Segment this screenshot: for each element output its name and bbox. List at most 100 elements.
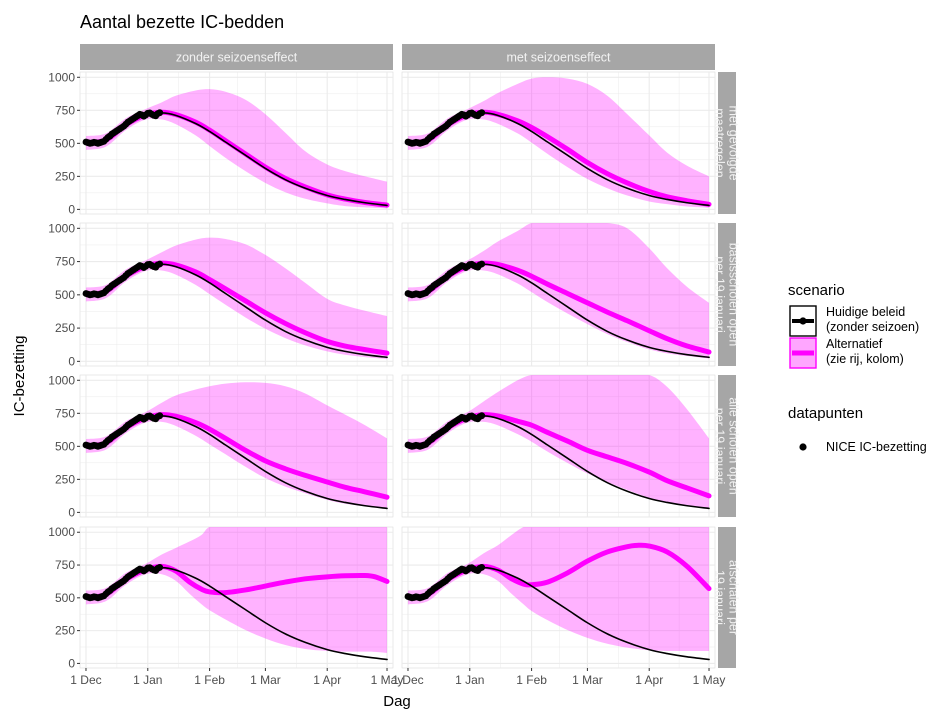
legend: scenario Huidige beleid (zonder seizoen) A… — [788, 282, 927, 454]
legend-label-alternative: (zie rij, kolom) — [826, 352, 904, 366]
y-tick-label: 750 — [55, 255, 75, 269]
y-tick-label: 0 — [68, 505, 75, 519]
panel-r0-c1 — [401, 71, 716, 215]
observed-point — [478, 563, 486, 571]
uncertainty-ribbon — [407, 527, 710, 651]
x-axis-title: Dag — [383, 693, 411, 710]
svg-text:met gevolgde: met gevolgde — [727, 105, 741, 180]
y-tick-label: 1000 — [48, 70, 75, 84]
y-tick-label: 0 — [68, 354, 75, 368]
panel-r3-c1: 1 Dec 1 Jan 1 Feb 1 Mar 1 Apr 1 May — [392, 526, 725, 687]
column-strip-1 — [402, 44, 715, 70]
y-tick-label: 250 — [55, 169, 75, 183]
legend-key-baseline — [789, 305, 817, 337]
y-tick-label: 0 — [68, 656, 75, 670]
y-tick-label: 500 — [55, 439, 75, 453]
observed-points — [404, 260, 486, 299]
panel-grid: zonder seizoenseffect met seizoenseffect m… — [48, 44, 741, 687]
observed-points — [82, 412, 164, 450]
legend-label-baseline: Huidige beleid — [826, 305, 905, 319]
observed-points — [82, 563, 164, 602]
x-tick-label: 1 Jan — [133, 673, 162, 687]
svg-text:maatregelen: maatregelen — [713, 108, 727, 178]
observed-point — [478, 260, 486, 268]
x-tick-label: 1 Apr — [635, 673, 663, 687]
gridlines — [80, 527, 393, 668]
panel-r0-c0: 0 250 500 750 1000 — [48, 70, 394, 216]
svg-text:per 19 januari: per 19 januari — [713, 408, 727, 484]
y-tick-label: 1000 — [48, 525, 75, 539]
svg-text:afschalen per: afschalen per — [727, 560, 741, 635]
y-tick-label: 750 — [55, 406, 75, 420]
svg-text:per 19 januari: per 19 januari — [713, 256, 727, 332]
y-tick-label: 750 — [55, 558, 75, 572]
observed-point — [156, 563, 164, 571]
observed-point — [156, 412, 164, 420]
x-tick-label: 1 Mar — [250, 673, 281, 687]
chart-title: Aantal bezette IC-bedden — [80, 12, 284, 32]
x-tick-label: 1 Dec — [392, 673, 423, 687]
y-tick-label: 250 — [55, 321, 75, 335]
x-tick-label: 1 Apr — [313, 673, 341, 687]
panel-r2-c0: 0 250 500 750 1000 — [48, 373, 394, 519]
svg-text:basisscholen open: basisscholen open — [727, 243, 741, 347]
legend-key-alternative — [789, 337, 817, 369]
gridlines — [402, 375, 715, 517]
y-tick-label: 250 — [55, 624, 75, 638]
panel-r3-c0: 0 250 500 750 1000 1 Dec 1 Jan 1 Feb 1 Mar 1 Apr 1… — [48, 525, 403, 687]
observed-points — [404, 563, 486, 602]
panel-r1-c1 — [401, 222, 716, 367]
legend-scenario-title: scenario — [788, 282, 845, 299]
y-tick-label: 500 — [55, 136, 75, 150]
legend-label-observed: NICE IC-bezetting — [826, 440, 927, 454]
y-tick-label: 750 — [55, 103, 75, 117]
gridlines — [80, 72, 393, 214]
legend-label-baseline: (zonder seizoen) — [826, 320, 919, 334]
y-tick-label: 1000 — [48, 221, 75, 235]
y-axis-title: IC-bezetting — [11, 336, 28, 417]
x-tick-label: 1 Mar — [572, 673, 603, 687]
y-tick-label: 500 — [55, 591, 75, 605]
row-strip-3 — [718, 527, 736, 668]
column-strip-label-0: zonder seizoenseffect — [176, 51, 298, 65]
column-strip-label-1: met seizoenseffect — [507, 51, 612, 65]
observed-point — [156, 260, 164, 268]
svg-text:19 januari: 19 januari — [713, 570, 727, 625]
svg-text:alle scholen open: alle scholen open — [727, 397, 741, 494]
legend-key-observed — [799, 443, 807, 451]
x-tick-label: 1 Feb — [516, 673, 547, 687]
observed-points — [404, 412, 486, 450]
y-tick-label: 500 — [55, 288, 75, 302]
x-tick-label: 1 Dec — [70, 673, 101, 687]
panel-r1-c0: 0 250 500 750 1000 — [48, 221, 394, 368]
x-tick-label: 1 May — [371, 673, 404, 687]
row-strip-1 — [718, 223, 736, 366]
observed-point — [156, 109, 164, 117]
row-strip-2 — [718, 375, 736, 517]
x-tick-label: 1 May — [693, 673, 726, 687]
gridlines — [402, 223, 715, 366]
observed-points — [82, 260, 164, 299]
y-tick-label: 250 — [55, 472, 75, 486]
x-tick-label: 1 Jan — [455, 673, 484, 687]
observed-point — [478, 412, 486, 420]
row-strip-0 — [718, 72, 736, 214]
y-tick-label: 0 — [68, 202, 75, 216]
uncertainty-ribbon — [407, 375, 710, 509]
observed-point — [478, 109, 486, 117]
panel-r2-c1 — [401, 374, 716, 518]
legend-data-title: datapunten — [788, 405, 863, 422]
gridlines — [402, 527, 715, 668]
observed-points — [404, 109, 486, 147]
observed-points — [82, 109, 164, 147]
gridlines — [402, 72, 715, 214]
column-strip-0 — [80, 44, 393, 70]
x-tick-label: 1 Feb — [194, 673, 225, 687]
y-tick-label: 1000 — [48, 373, 75, 387]
legend-label-alternative: Alternatief — [826, 337, 883, 351]
